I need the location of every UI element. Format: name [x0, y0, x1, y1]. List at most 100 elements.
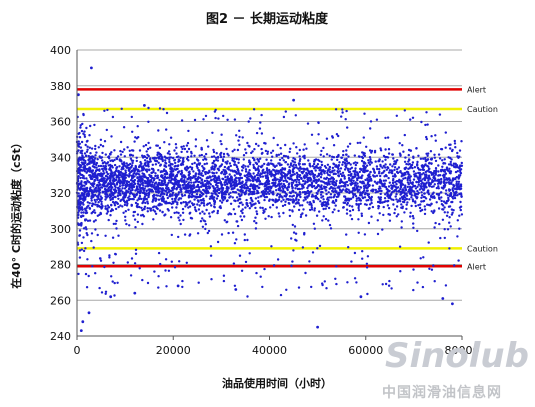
data-point — [391, 153, 394, 156]
data-point — [279, 147, 282, 150]
data-point — [351, 175, 355, 179]
data-point — [448, 179, 452, 182]
data-point — [113, 173, 116, 177]
data-point — [135, 192, 139, 196]
data-point — [304, 198, 307, 201]
data-point — [434, 159, 438, 163]
data-point — [343, 168, 347, 171]
data-point — [88, 166, 91, 169]
data-point — [110, 164, 113, 168]
data-point — [440, 196, 443, 199]
x-tick-label: 80000 — [445, 344, 480, 357]
data-point — [339, 180, 343, 184]
data-point — [428, 198, 432, 201]
data-point — [216, 184, 219, 188]
data-point — [138, 173, 141, 176]
data-point — [382, 179, 386, 182]
data-point — [126, 202, 129, 205]
data-point — [433, 226, 436, 229]
data-point — [278, 170, 281, 174]
data-point — [457, 259, 460, 262]
data-point — [453, 187, 457, 191]
data-point — [366, 292, 369, 296]
data-point — [79, 202, 83, 205]
data-point — [161, 210, 164, 214]
data-point — [331, 190, 334, 193]
data-point — [179, 214, 182, 217]
data-point — [349, 163, 352, 166]
data-point — [207, 145, 210, 148]
data-point — [187, 166, 190, 170]
data-point — [421, 178, 424, 181]
data-point — [403, 167, 407, 171]
data-point — [222, 191, 225, 195]
data-point — [222, 177, 225, 181]
data-point — [457, 180, 461, 183]
y-tick-label: 240 — [50, 330, 71, 343]
data-point — [429, 150, 433, 153]
data-point — [391, 172, 394, 175]
data-point — [167, 188, 171, 191]
data-point — [242, 164, 245, 167]
data-point — [374, 160, 377, 163]
data-point — [401, 206, 404, 210]
data-point — [124, 210, 128, 213]
data-point — [266, 152, 269, 155]
data-point — [458, 206, 462, 209]
data-point — [449, 225, 452, 228]
data-point — [278, 162, 281, 165]
data-point — [430, 210, 433, 213]
data-point — [82, 113, 85, 117]
data-point — [449, 147, 452, 150]
data-point — [187, 176, 191, 180]
data-point — [358, 176, 361, 179]
data-point — [381, 182, 384, 185]
data-point — [173, 149, 176, 152]
data-point — [214, 189, 217, 192]
data-point — [233, 160, 236, 164]
data-point — [356, 141, 359, 145]
data-point — [117, 197, 120, 200]
data-point — [212, 150, 216, 154]
data-point — [278, 158, 282, 161]
data-point — [379, 198, 382, 201]
data-point — [145, 181, 148, 185]
data-point — [81, 154, 84, 157]
data-point — [82, 189, 85, 192]
data-point — [429, 195, 433, 198]
data-point — [387, 185, 391, 188]
data-point — [93, 182, 96, 186]
data-point — [288, 195, 292, 198]
data-point — [430, 162, 433, 165]
data-point — [453, 184, 456, 187]
data-point — [155, 198, 158, 201]
data-point — [379, 147, 382, 150]
data-point — [78, 234, 82, 237]
data-point — [382, 164, 385, 168]
data-point — [411, 161, 415, 164]
data-point — [217, 117, 220, 120]
data-point — [143, 207, 146, 211]
data-point — [225, 199, 229, 203]
data-point — [413, 175, 416, 178]
data-point — [166, 152, 170, 155]
data-point — [246, 141, 249, 145]
data-point — [263, 185, 266, 188]
data-point — [412, 155, 415, 158]
data-point — [368, 156, 372, 159]
data-point — [451, 211, 454, 214]
watermark: Sinolub 中国润滑油信息网 — [382, 336, 529, 401]
data-point — [400, 181, 403, 185]
data-point — [211, 192, 214, 195]
data-point — [184, 175, 187, 179]
data-point — [420, 191, 423, 194]
data-point — [405, 203, 408, 206]
data-point — [125, 180, 129, 183]
data-point — [356, 161, 359, 165]
data-point — [169, 216, 173, 219]
data-point — [141, 191, 144, 194]
data-point — [457, 177, 460, 180]
data-point — [104, 195, 107, 198]
data-point — [426, 164, 429, 168]
data-point — [379, 165, 382, 168]
